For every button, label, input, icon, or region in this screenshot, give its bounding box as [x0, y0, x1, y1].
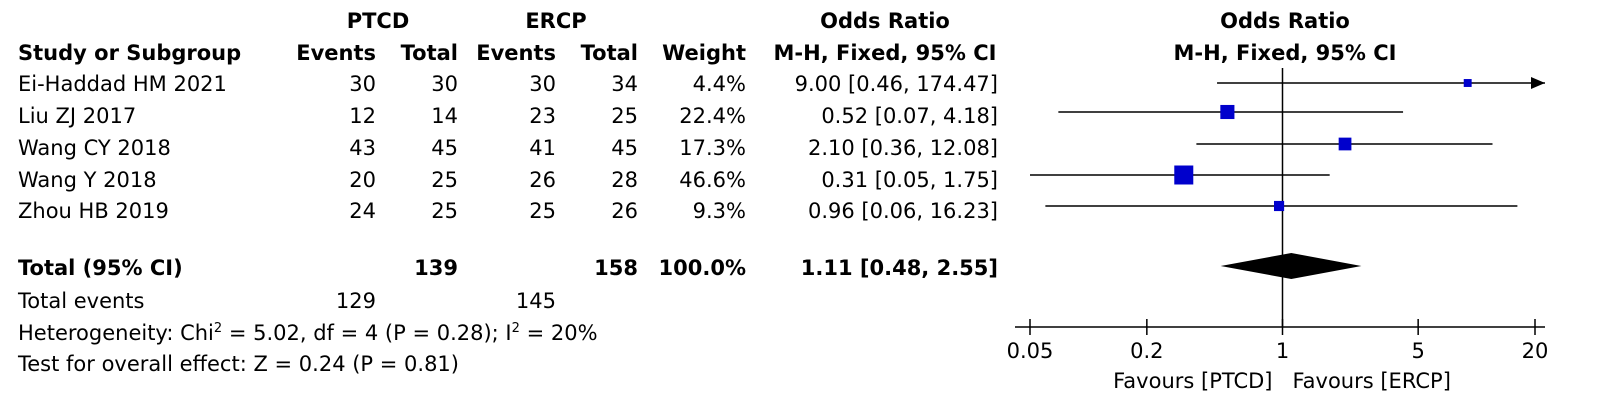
study-name: Liu ZJ 2017: [18, 104, 137, 128]
study-ci: 0.96 [0.06, 16.23]: [807, 199, 998, 223]
pooled-diamond: [1220, 253, 1362, 279]
study-weight: 9.3%: [692, 199, 746, 223]
total-group2: 45: [611, 136, 638, 160]
events-group2: 41: [529, 136, 556, 160]
total-group1: 139: [414, 256, 458, 280]
total-group1: 14: [431, 104, 458, 128]
study-marker: [1220, 104, 1235, 120]
events-group2: 26: [529, 168, 556, 192]
total-weight: 100.0%: [658, 256, 746, 280]
total-group1: 30: [431, 72, 458, 96]
study-marker: [1338, 137, 1352, 151]
study-ci: 0.52 [0.07, 4.18]: [821, 104, 998, 128]
study-weight: 22.4%: [679, 104, 746, 128]
events-group1: 24: [349, 199, 376, 223]
study-weight: 4.4%: [692, 72, 746, 96]
x-tick-label: 5: [1411, 339, 1424, 363]
total1-header: Total: [400, 41, 458, 65]
total-group1: 25: [431, 199, 458, 223]
study-ci: 2.10 [0.36, 12.08]: [807, 136, 998, 160]
study-marker: [1273, 200, 1285, 212]
events1-header: Events: [296, 41, 376, 65]
events-group2: 23: [529, 104, 556, 128]
total-group2: 34: [611, 72, 638, 96]
x-tick-label: 0.2: [1130, 339, 1163, 363]
x-tick-label: 0.05: [1007, 339, 1054, 363]
plot-title: Odds Ratio: [1220, 9, 1350, 33]
study-name: Wang Y 2018: [18, 168, 157, 192]
study-name: Wang CY 2018: [18, 136, 171, 160]
group2-header: ERCP: [525, 9, 587, 33]
total2-header: Total: [580, 41, 638, 65]
total-ci: 1.11 [0.48, 2.55]: [800, 256, 998, 280]
total-group1: 25: [431, 168, 458, 192]
favours-left-label: Favours [PTCD]: [1113, 369, 1272, 393]
x-tick-label: 1: [1276, 339, 1289, 363]
total-group2: 28: [611, 168, 638, 192]
study-weight: 46.6%: [679, 168, 746, 192]
favours-right-label: Favours [ERCP]: [1293, 369, 1451, 393]
study-name: Ei-Haddad HM 2021: [18, 72, 227, 96]
study-ci: 9.00 [0.46, 174.47]: [794, 72, 998, 96]
total-group1: 45: [431, 136, 458, 160]
total-events-group1: 129: [335, 289, 376, 313]
events-group2: 25: [529, 199, 556, 223]
heterogeneity-text: Heterogeneity: Chi2 = 5.02, df = 4 (P = …: [18, 321, 598, 345]
odds-ratio-subheader: M-H, Fixed, 95% CI: [773, 41, 997, 65]
total-group2: 26: [611, 199, 638, 223]
study-name: Zhou HB 2019: [18, 199, 169, 223]
group1-header: PTCD: [346, 9, 410, 33]
events-group1: 43: [349, 136, 376, 160]
total-events-group2: 145: [515, 289, 556, 313]
events-group1: 12: [349, 104, 376, 128]
study-marker: [1174, 165, 1194, 185]
events-group1: 30: [349, 72, 376, 96]
total-group2: 25: [611, 104, 638, 128]
study-column-header: Study or Subgroup: [18, 41, 242, 65]
study-ci: 0.31 [0.05, 1.75]: [821, 168, 998, 192]
total-group2: 158: [594, 256, 638, 280]
events-group2: 30: [529, 72, 556, 96]
x-tick-label: 20: [1522, 339, 1549, 363]
ci-arrow: [1531, 77, 1545, 89]
total-events-label: Total events: [18, 289, 145, 313]
total-label: Total (95% CI): [18, 256, 183, 280]
study-weight: 17.3%: [679, 136, 746, 160]
events-group1: 20: [349, 168, 376, 192]
study-marker: [1463, 79, 1472, 87]
odds-ratio-header: Odds Ratio: [820, 9, 950, 33]
events2-header: Events: [476, 41, 556, 65]
plot-subtitle: M-H, Fixed, 95% CI: [1173, 41, 1397, 65]
weight-header: Weight: [662, 41, 746, 65]
overall-effect-text: Test for overall effect: Z = 0.24 (P = 0…: [18, 352, 459, 376]
